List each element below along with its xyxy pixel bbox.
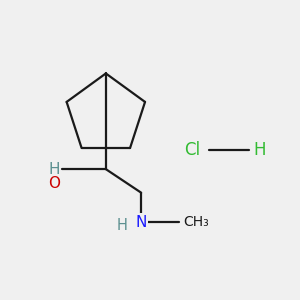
Text: H: H <box>49 161 60 176</box>
Text: Cl: Cl <box>184 141 200 159</box>
Text: CH₃: CH₃ <box>183 215 209 229</box>
Text: H: H <box>117 218 128 233</box>
Text: O: O <box>48 176 60 191</box>
Text: N: N <box>136 214 147 230</box>
Text: H: H <box>253 141 266 159</box>
